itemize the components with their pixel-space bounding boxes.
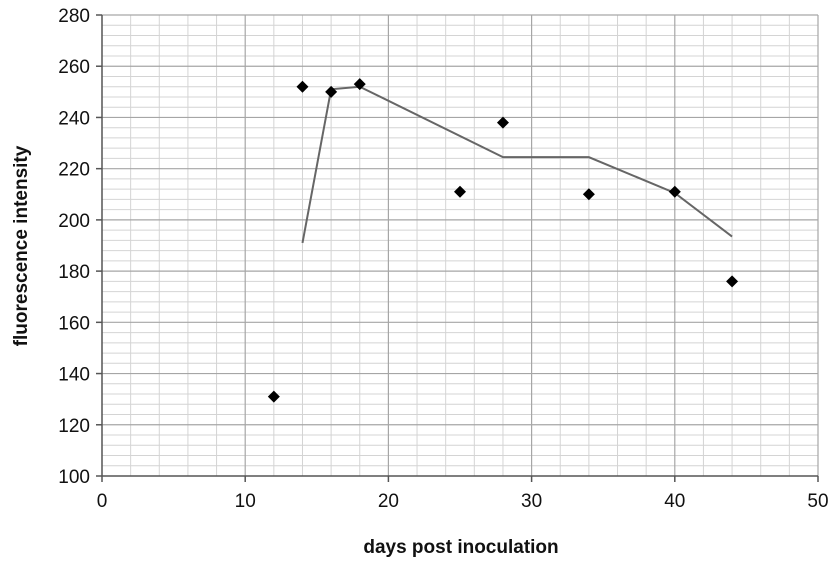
data-point [668,185,681,198]
grid [102,14,819,476]
y-tick-label: 160 [58,313,90,334]
data-markers [267,78,739,403]
tick-labels: 100 120 140 160 180 200 220 240 260 280 0 10 20 30 40 5… [58,6,828,512]
y-tick-label: 180 [58,262,90,283]
data-point [496,116,509,129]
x-axis-title: days post inoculation [363,537,558,558]
x-tick-label: 10 [235,491,256,512]
y-tick-label: 280 [58,6,90,27]
x-tick-label: 20 [378,491,399,512]
y-tick-label: 240 [58,108,90,129]
y-tick-label: 260 [58,57,90,78]
y-tick-label: 120 [58,416,90,437]
y-tick-label: 140 [58,365,90,386]
data-point [267,390,280,403]
y-tick-label: 220 [58,160,90,181]
y-tick-label: 100 [58,467,90,488]
x-tick-label: 0 [97,491,108,512]
data-point [582,188,595,201]
data-point [325,85,338,98]
x-tick-label: 50 [807,491,828,512]
y-tick-label: 200 [58,211,90,232]
data-point [726,275,739,288]
data-point [296,80,309,93]
y-axis-title: fluorescence intensity [11,145,32,346]
data-point [454,185,466,198]
data-point [353,78,366,91]
x-tick-label: 30 [521,491,542,512]
axes [96,14,819,482]
x-tick-label: 40 [664,491,685,512]
